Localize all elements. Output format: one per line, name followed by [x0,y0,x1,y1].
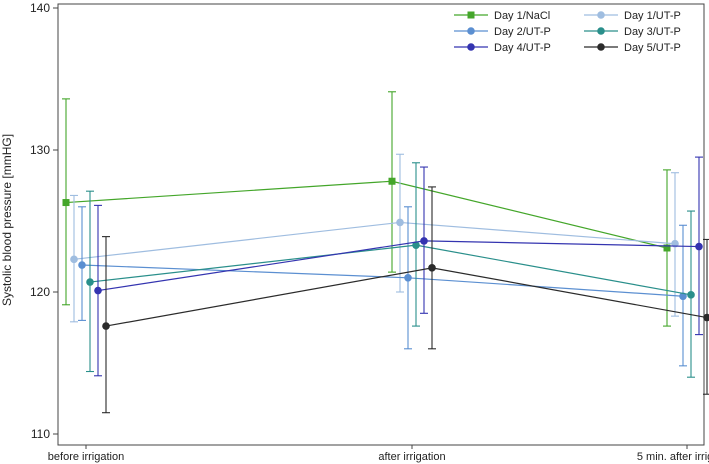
series-layer [62,91,709,414]
series-1 [62,91,671,327]
data-point [78,261,86,269]
legend-item: Day 1/NaCl [454,10,550,22]
series-5 [94,156,703,377]
legend-marker [467,11,475,19]
x-tick-label: after irrigation [378,451,445,463]
y-axis: 110 120 130 140 [30,1,58,441]
x-axis: before irrigation after irrigation 5 min. … [48,445,709,463]
data-point [412,241,420,249]
legend-marker [467,43,475,51]
x-tick-label: 5 min. after irrigation [637,451,709,463]
legend-item: Day 5/UT-P [584,42,681,54]
y-tick-label: 110 [31,427,50,441]
series-6 [102,186,709,414]
data-point [388,177,396,185]
legend-label: Day 1/UT-P [624,10,681,22]
y-tick-label: 120 [30,285,50,299]
data-point [102,322,110,330]
data-point [695,242,703,251]
x-tick-label: before irrigation [48,451,124,463]
series-3 [78,206,687,367]
data-point [428,264,436,272]
legend-label: Day 3/UT-P [624,26,681,38]
plot-frame [57,3,705,446]
data-point [62,199,70,207]
data-point [703,313,709,322]
legend-label: Day 2/UT-P [494,26,551,38]
legend-marker [597,27,605,35]
legend-item: Day 2/UT-P [454,26,551,38]
plot-border [57,3,705,446]
y-tick-label: 130 [30,143,50,157]
legend: Day 1/NaCl Day 1/UT-P Day 2/UT-P Day 3/UT-P… [454,10,681,54]
legend-label: Day 4/UT-P [494,42,551,54]
legend-marker [597,11,605,19]
legend-label: Day 1/NaCl [494,10,550,22]
data-point [396,218,404,227]
data-point [679,292,687,301]
legend-label: Day 5/UT-P [624,42,681,54]
data-point [94,286,102,295]
data-point [86,278,94,286]
data-point [420,237,428,245]
y-tick-label: 140 [30,1,50,15]
data-point [687,291,695,299]
y-axis-label: Systolic blood pressure [mmHG] [0,134,14,306]
data-point [70,255,78,264]
data-point [404,274,412,282]
legend-item: Day 3/UT-P [584,26,681,38]
legend-item: Day 1/UT-P [584,10,681,22]
legend-item: Day 4/UT-P [454,42,551,54]
legend-marker [467,27,475,35]
data-point [663,244,671,252]
legend-marker [597,43,605,51]
series-4 [86,162,695,378]
